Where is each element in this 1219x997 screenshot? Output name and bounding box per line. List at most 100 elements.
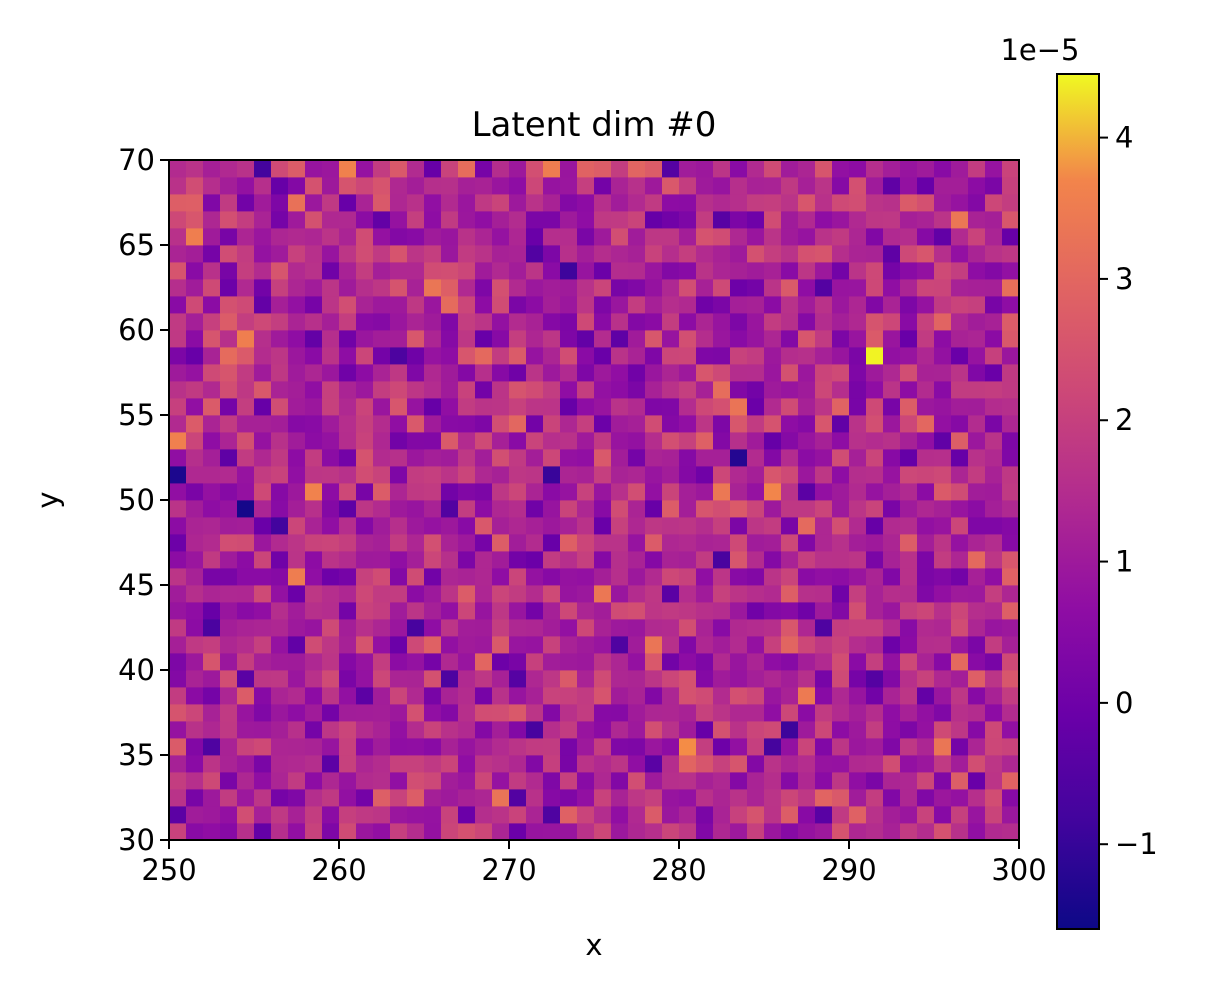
heatmap-cell — [866, 636, 884, 654]
heatmap-cell — [237, 500, 255, 518]
heatmap-cell — [934, 449, 952, 467]
heatmap-cell — [951, 670, 969, 688]
heatmap-cell — [815, 415, 833, 433]
heatmap-cell — [747, 755, 765, 773]
heatmap-cell — [832, 551, 850, 569]
heatmap-cell — [730, 364, 748, 382]
heatmap-cell — [985, 194, 1003, 212]
heatmap-cell — [815, 602, 833, 620]
heatmap-cell — [458, 466, 476, 484]
heatmap-cell — [169, 602, 187, 620]
heatmap-cell — [985, 347, 1003, 365]
heatmap-cell — [373, 653, 391, 671]
heatmap-cell — [628, 704, 646, 722]
heatmap-cell — [390, 364, 408, 382]
heatmap-cell — [186, 687, 204, 705]
heatmap-cell — [441, 279, 459, 297]
heatmap-cell — [339, 772, 357, 790]
heatmap-cell — [594, 619, 612, 637]
heatmap-cell — [407, 585, 425, 603]
heatmap-cell — [458, 806, 476, 824]
heatmap-cell — [458, 653, 476, 671]
heatmap-cell — [951, 551, 969, 569]
heatmap-cell — [271, 279, 289, 297]
heatmap-cell — [509, 738, 527, 756]
heatmap-cell — [543, 755, 561, 773]
heatmap-cell — [951, 279, 969, 297]
heatmap-cell — [730, 449, 748, 467]
heatmap-cell — [849, 823, 867, 841]
heatmap-cell — [475, 160, 493, 178]
heatmap-cell — [169, 449, 187, 467]
heatmap-cell — [781, 670, 799, 688]
heatmap-cell — [322, 466, 340, 484]
heatmap-cell — [203, 772, 221, 790]
heatmap-cell — [594, 177, 612, 195]
heatmap-cell — [407, 296, 425, 314]
heatmap-cell — [917, 568, 935, 586]
heatmap-cell — [934, 670, 952, 688]
heatmap-cell — [254, 721, 272, 739]
heatmap-cell — [798, 449, 816, 467]
heatmap-cell — [186, 534, 204, 552]
heatmap-cell — [917, 602, 935, 620]
heatmap-cell — [917, 772, 935, 790]
heatmap-cell — [356, 313, 374, 331]
heatmap-cell — [611, 755, 629, 773]
heatmap-cell — [441, 619, 459, 637]
heatmap-cell — [985, 551, 1003, 569]
y-tick-label: 65 — [118, 228, 155, 262]
heatmap-cell — [407, 806, 425, 824]
heatmap-cell — [1002, 806, 1020, 824]
heatmap-cell — [254, 704, 272, 722]
heatmap-cell — [305, 398, 323, 416]
heatmap-cell — [832, 262, 850, 280]
heatmap-cell — [288, 823, 306, 841]
heatmap-cell — [203, 160, 221, 178]
heatmap-cell — [696, 194, 714, 212]
heatmap-cell — [203, 483, 221, 501]
heatmap-cell — [288, 636, 306, 654]
heatmap-cell — [169, 738, 187, 756]
heatmap-cell — [815, 347, 833, 365]
heatmap-cell — [645, 721, 663, 739]
heatmap-cell — [305, 517, 323, 535]
heatmap-cell — [1002, 466, 1020, 484]
heatmap-cell — [458, 228, 476, 246]
heatmap-cell — [645, 551, 663, 569]
heatmap-cell — [594, 347, 612, 365]
heatmap-cell — [679, 415, 697, 433]
heatmap-cell — [237, 279, 255, 297]
heatmap-cell — [798, 177, 816, 195]
heatmap-cell — [866, 211, 884, 229]
heatmap-cell — [526, 806, 544, 824]
heatmap-cell — [594, 738, 612, 756]
heatmap-cell — [594, 517, 612, 535]
heatmap-cell — [220, 721, 238, 739]
heatmap-cell — [747, 704, 765, 722]
heatmap-cell — [1002, 500, 1020, 518]
heatmap-cell — [917, 432, 935, 450]
heatmap-cell — [322, 296, 340, 314]
heatmap-cell — [577, 755, 595, 773]
heatmap-cell — [781, 398, 799, 416]
heatmap-cell — [781, 296, 799, 314]
heatmap-cell — [543, 687, 561, 705]
heatmap-cell — [696, 415, 714, 433]
heatmap-cell — [781, 245, 799, 263]
heatmap-cell — [390, 279, 408, 297]
heatmap-cell — [730, 721, 748, 739]
heatmap-cell — [407, 160, 425, 178]
heatmap-cell — [713, 636, 731, 654]
heatmap-cell — [985, 687, 1003, 705]
heatmap-cell — [900, 160, 918, 178]
heatmap-cell — [900, 245, 918, 263]
heatmap-cell — [764, 177, 782, 195]
heatmap-cell — [475, 551, 493, 569]
heatmap-cell — [1002, 296, 1020, 314]
heatmap-cell — [203, 806, 221, 824]
heatmap-cell — [220, 160, 238, 178]
heatmap-cell — [594, 670, 612, 688]
heatmap-cell — [390, 568, 408, 586]
